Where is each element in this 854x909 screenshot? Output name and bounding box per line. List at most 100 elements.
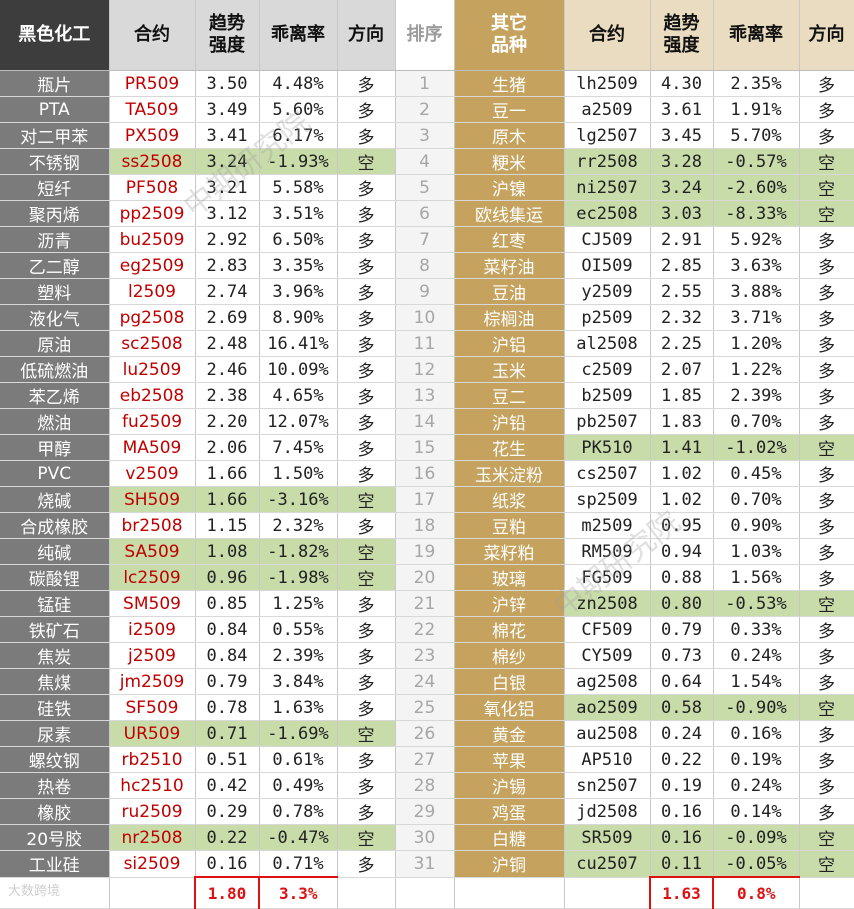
right-direction-cell: 空: [799, 174, 854, 201]
rank-cell: 6: [395, 200, 455, 227]
left-contract-cell: pg2508: [109, 304, 196, 331]
table-row: 焦炭 j2509 0.84 2.39% 多 23 棉纱 CY509 0.73 0.24% 多: [0, 642, 854, 669]
right-deviation-cell: 1.54%: [713, 668, 800, 695]
right-direction-cell: 多: [799, 304, 854, 331]
left-contract-cell: eg2509: [109, 252, 196, 279]
right-strength-cell: 2.25: [650, 330, 714, 357]
left-contract-cell: sc2508: [109, 330, 196, 357]
left-contract-cell: fu2509: [109, 408, 196, 435]
left-category-cell: 合成橡胶: [0, 512, 110, 539]
left-strength-cell: 0.84: [195, 642, 260, 669]
rank-cell: 14: [395, 408, 455, 435]
left-avg-strength: 1.80: [194, 876, 260, 909]
left-strength-cell: 3.24: [195, 148, 260, 175]
left-category-cell: 硅铁: [0, 694, 110, 721]
right-contract-cell: CJ509: [564, 226, 651, 253]
left-contract-cell: PR509: [109, 70, 196, 97]
right-deviation-cell: -0.09%: [713, 824, 800, 851]
right-strength-cell: 0.79: [650, 616, 714, 643]
right-category-cell: 生猪: [454, 70, 565, 97]
right-deviation-cell: 0.19%: [713, 746, 800, 773]
rank-cell: 25: [395, 694, 455, 721]
left-direction-cell: 多: [337, 122, 396, 149]
left-contract-cell: j2509: [109, 642, 196, 669]
left-contract-cell: PF508: [109, 174, 196, 201]
left-strength-header: 趋势强度: [195, 0, 260, 71]
left-direction-cell: 多: [337, 330, 396, 357]
right-contract-cell: au2508: [564, 720, 651, 747]
left-category-cell: 燃油: [0, 408, 110, 435]
right-category-cell: 沪锡: [454, 772, 565, 799]
left-direction-cell: 多: [337, 772, 396, 799]
left-deviation-cell: 8.90%: [259, 304, 338, 331]
left-strength-cell: 2.92: [195, 226, 260, 253]
right-deviation-cell: 0.33%: [713, 616, 800, 643]
left-deviation-cell: 5.60%: [259, 96, 338, 123]
table-row: 橡胶 ru2509 0.29 0.78% 多 29 鸡蛋 jd2508 0.16 0.14% 多: [0, 798, 854, 825]
right-category-cell: 棉纱: [454, 642, 565, 669]
left-strength-cell: 2.74: [195, 278, 260, 305]
left-direction-cell: 多: [337, 304, 396, 331]
left-deviation-cell: 3.35%: [259, 252, 338, 279]
right-strength-cell: 3.24: [650, 174, 714, 201]
left-strength-cell: 0.71: [195, 720, 260, 747]
right-avg-strength: 1.63: [649, 876, 714, 909]
right-contract-cell: y2509: [564, 278, 651, 305]
table-header: 黑色化工 合约 趋势强度 乖离率 方向 排序 其它品种 合约 趋势强度 乖离率 …: [0, 0, 854, 71]
left-category-cell: 液化气: [0, 304, 110, 331]
right-deviation-cell: 0.70%: [713, 408, 800, 435]
right-category-cell: 豆油: [454, 278, 565, 305]
left-contract-cell: rb2510: [109, 746, 196, 773]
left-contract-cell: hc2510: [109, 772, 196, 799]
right-direction-cell: 多: [799, 538, 854, 565]
right-category-cell: 黄金: [454, 720, 565, 747]
left-category-cell: 瓶片: [0, 70, 110, 97]
left-category-cell: 不锈钢: [0, 148, 110, 175]
left-deviation-cell: 0.71%: [259, 850, 338, 878]
right-strength-cell: 0.95: [650, 512, 714, 539]
left-strength-cell: 1.15: [195, 512, 260, 539]
table-row: 焦煤 jm2509 0.79 3.84% 多 24 白银 ag2508 0.64 1.54% 多: [0, 668, 854, 695]
right-contract-cell: rr2508: [564, 148, 651, 175]
left-strength-cell: 0.22: [195, 824, 260, 851]
logo-watermark: 大数跨境: [8, 884, 61, 899]
summary-blank: [0, 877, 110, 909]
right-strength-cell: 0.88: [650, 564, 714, 591]
rank-cell: 10: [395, 304, 455, 331]
left-direction-cell: 多: [337, 746, 396, 773]
left-deviation-cell: 4.48%: [259, 70, 338, 97]
right-direction-cell: 多: [799, 512, 854, 539]
rank-cell: 5: [395, 174, 455, 201]
summary-blank: [454, 877, 565, 909]
right-contract-cell: m2509: [564, 512, 651, 539]
rank-header: 排序: [395, 0, 455, 71]
right-category-cell: 原木: [454, 122, 565, 149]
left-direction-cell: 空: [337, 720, 396, 747]
right-deviation-cell: 2.39%: [713, 382, 800, 409]
left-contract-cell: v2509: [109, 460, 196, 487]
right-deviation-cell: 1.22%: [713, 356, 800, 383]
right-deviation-header: 乖离率: [713, 0, 800, 71]
table-row: 铁矿石 i2509 0.84 0.55% 多 22 棉花 CF509 0.79 0.33% 多: [0, 616, 854, 643]
right-strength-cell: 1.02: [650, 460, 714, 487]
left-direction-cell: 多: [337, 252, 396, 279]
right-deviation-cell: 1.56%: [713, 564, 800, 591]
left-contract-cell: UR509: [109, 720, 196, 747]
rank-cell: 31: [395, 850, 455, 878]
right-category-cell: 豆粕: [454, 512, 565, 539]
rank-cell: 12: [395, 356, 455, 383]
left-category-cell: PVC: [0, 460, 110, 487]
table-row: 短纤 PF508 3.21 5.58% 多 5 沪镍 ni2507 3.24 -2.60% 空: [0, 174, 854, 201]
left-direction-cell: 多: [337, 798, 396, 825]
right-contract-cell: ag2508: [564, 668, 651, 695]
left-strength-header-text: 趋势强度: [209, 13, 245, 56]
right-direction-cell: 多: [799, 460, 854, 487]
rank-cell: 9: [395, 278, 455, 305]
table-row: 对二甲苯 PX509 3.41 6.17% 多 3 原木 lg2507 3.45 5.70% 多: [0, 122, 854, 149]
left-deviation-cell: 2.32%: [259, 512, 338, 539]
table-row: 低硫燃油 lu2509 2.46 10.09% 多 12 玉米 c2509 2.07 1.22% 多: [0, 356, 854, 383]
right-deviation-cell: 1.20%: [713, 330, 800, 357]
left-deviation-cell: 4.65%: [259, 382, 338, 409]
right-strength-header-text: 趋势强度: [663, 13, 700, 56]
